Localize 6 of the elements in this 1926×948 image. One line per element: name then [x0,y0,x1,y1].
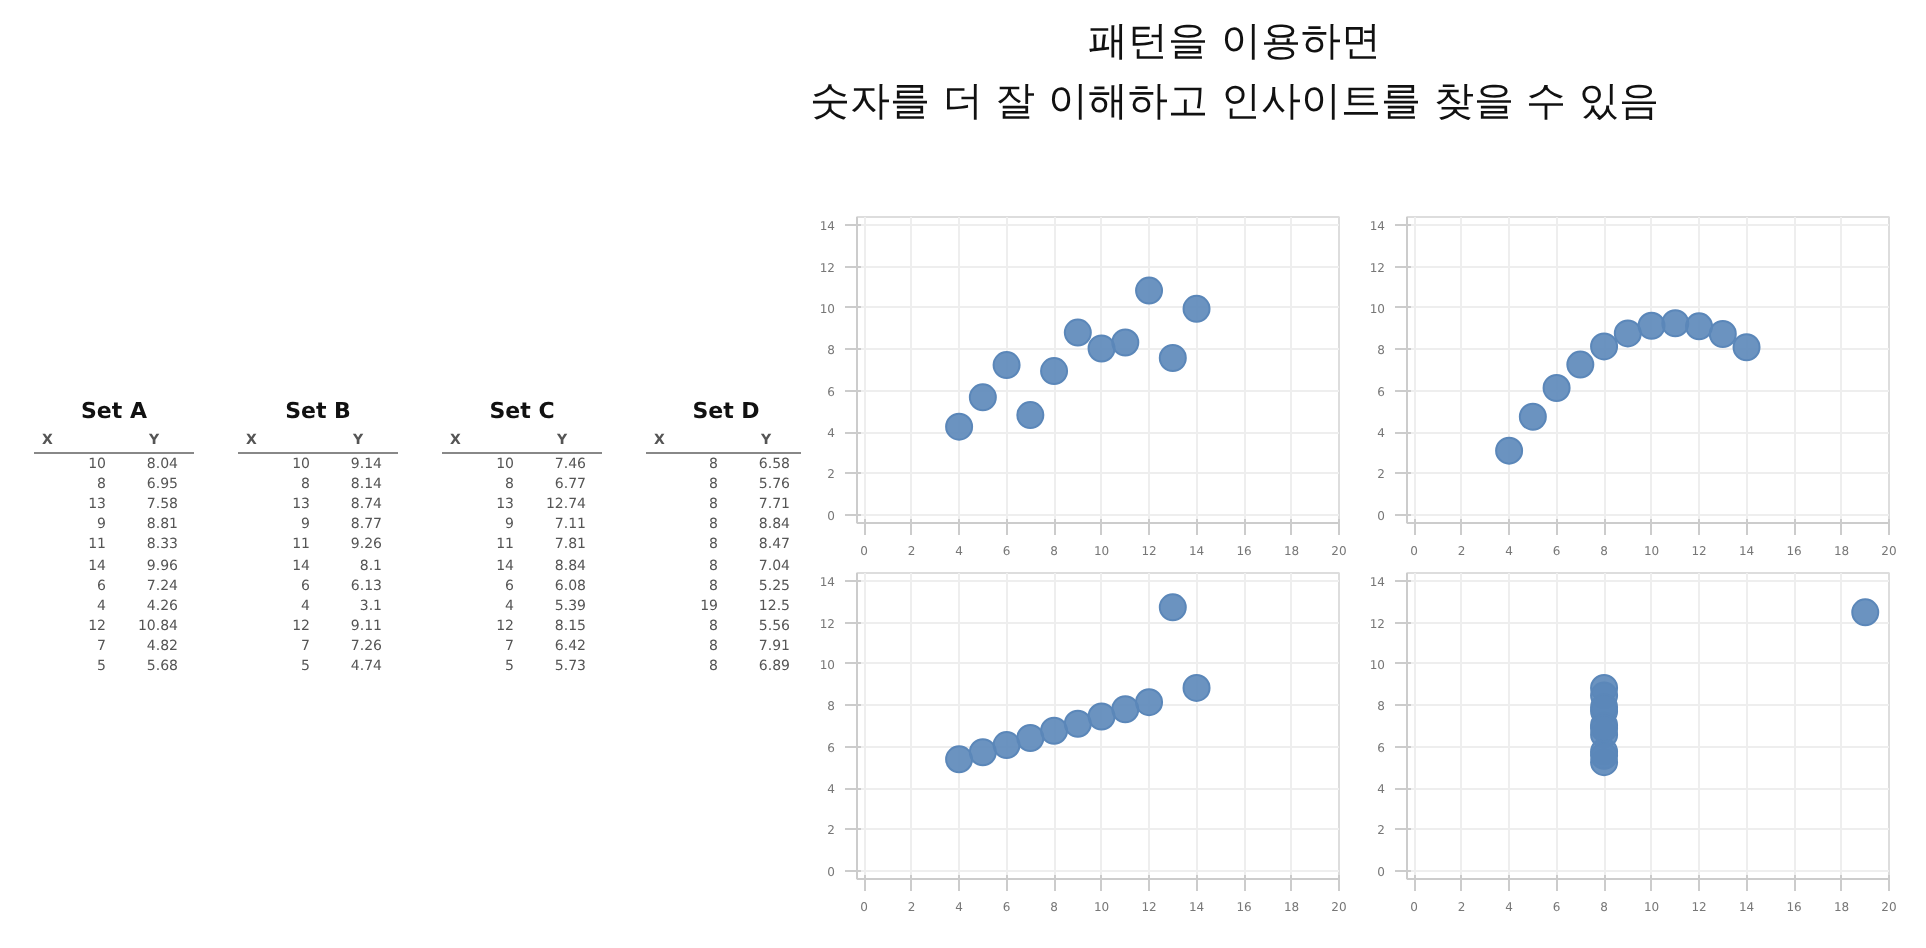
text: 패턴을 이용하면 [1088,16,1381,64]
text: Set B [283,396,353,428]
text: Set D [690,396,762,428]
text: Set A [79,396,149,428]
text: Set C [487,396,557,428]
text: 숫자를 더 잘 이해하고 인사이트를 찾을 수 있음 [810,76,1660,124]
